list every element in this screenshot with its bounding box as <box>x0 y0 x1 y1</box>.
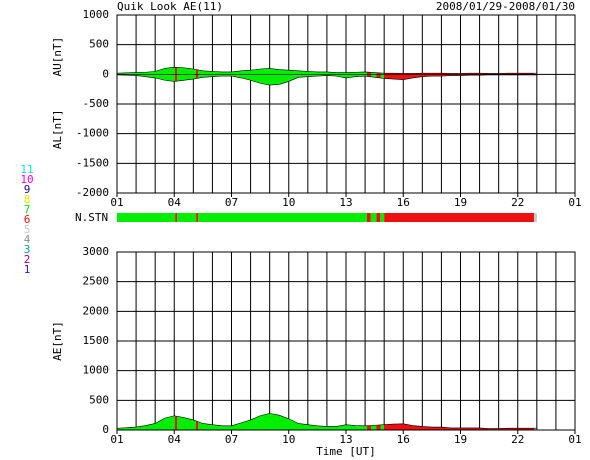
station-segment <box>376 213 381 222</box>
legend-entry: 2 <box>24 253 31 266</box>
period: 2008/01/29-2008/01/30 <box>436 0 575 13</box>
x-tick-label: 22 <box>511 433 524 446</box>
y-tick-label: -1000 <box>76 127 109 140</box>
x-tick-label: 01 <box>110 196 123 209</box>
y-tick-label: 1000 <box>83 364 110 377</box>
station-segment <box>177 213 197 222</box>
area <box>116 413 538 431</box>
y-tick-label: -500 <box>83 97 110 110</box>
x-tick-label: 22 <box>511 196 524 209</box>
station-segment <box>117 213 176 222</box>
area <box>116 74 538 86</box>
station-segment <box>366 213 371 222</box>
y-tick-label: 3000 <box>83 245 110 258</box>
legend-entry: 8 <box>24 193 31 206</box>
y-axis-label: AL[nT] <box>51 109 64 149</box>
station-segment <box>198 213 367 222</box>
plot-frame <box>116 14 576 194</box>
y-axis-label: AE[nT] <box>51 321 64 361</box>
station-segment <box>370 213 377 222</box>
legend-entry: 6 <box>24 213 31 226</box>
y-tick-label: 500 <box>89 393 109 406</box>
station-segment <box>533 213 537 222</box>
x-tick-label: 16 <box>397 433 410 446</box>
legend-entry: 10 <box>20 173 33 186</box>
y-tick-label: 2500 <box>83 275 110 288</box>
x-tick-label: 01 <box>568 196 581 209</box>
x-axis-label: Time [UT] <box>316 445 376 458</box>
station-segment <box>380 213 385 222</box>
station-label: N.STN <box>75 211 108 224</box>
legend-entry: 3 <box>24 243 31 256</box>
x-tick-label: 10 <box>282 433 295 446</box>
x-tick-label: 04 <box>168 433 182 446</box>
y-tick-label: 1500 <box>83 334 110 347</box>
y-tick-label: 0 <box>102 423 109 436</box>
plot-frame <box>116 251 576 431</box>
area <box>116 66 538 75</box>
x-tick-label: 13 <box>339 433 352 446</box>
x-tick-label: 10 <box>282 196 295 209</box>
chart-title: Quik Look AE(11) <box>117 0 223 13</box>
x-tick-label: 19 <box>454 196 467 209</box>
y-tick-label: 2000 <box>83 304 110 317</box>
x-tick-label: 01 <box>568 433 581 446</box>
y-tick-label: 500 <box>89 38 109 51</box>
legend-entry: 11 <box>20 163 33 176</box>
y-tick-label: 0 <box>102 67 109 80</box>
x-tick-label: 19 <box>454 433 467 446</box>
station-segment <box>175 213 178 222</box>
station-segment <box>196 213 199 222</box>
station-segment <box>384 213 534 222</box>
x-tick-label: 07 <box>225 196 238 209</box>
x-tick-label: 01 <box>110 433 123 446</box>
y-tick-label: -1500 <box>76 156 109 169</box>
y-tick-label: 1000 <box>83 8 110 21</box>
legend-entry: 9 <box>24 183 31 196</box>
legend-entry: 5 <box>24 223 31 236</box>
x-tick-label: 13 <box>339 196 352 209</box>
legend-entry: 4 <box>24 233 31 246</box>
y-axis-label: AU[nT] <box>51 37 64 77</box>
legend-entry: 7 <box>24 203 31 216</box>
x-tick-label: 04 <box>168 196 182 209</box>
x-tick-label: 07 <box>225 433 238 446</box>
x-tick-label: 16 <box>397 196 410 209</box>
legend-entry: 1 <box>24 263 31 276</box>
y-tick-label: -2000 <box>76 186 109 199</box>
